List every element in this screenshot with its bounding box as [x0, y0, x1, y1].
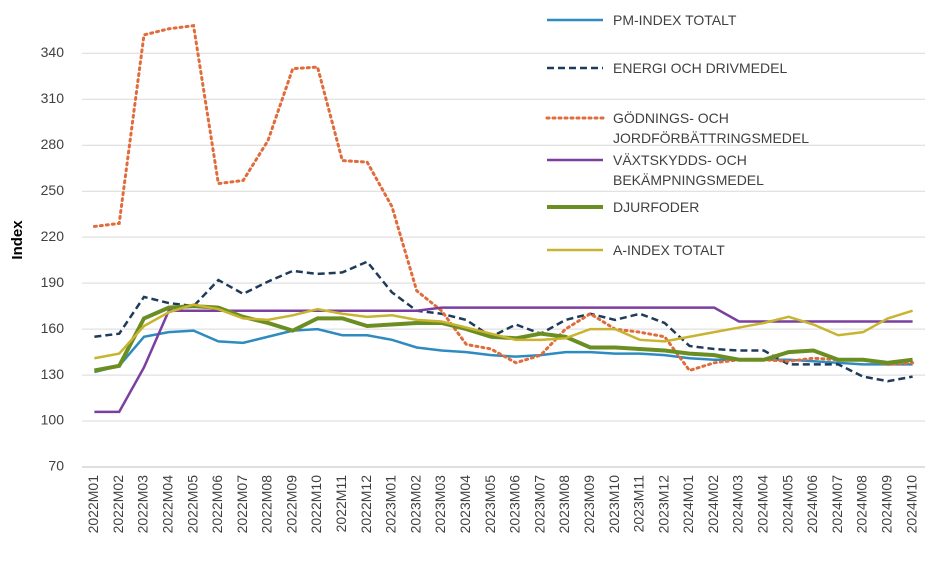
x-tick-label: 2023M06: [507, 475, 523, 534]
y-tick-label: 160: [41, 320, 65, 336]
x-tick-label: 2023M04: [457, 475, 473, 534]
x-tick-label: 2023M01: [383, 475, 399, 534]
x-tick-label: 2024M05: [779, 475, 795, 534]
legend-swatch: [547, 18, 603, 22]
x-tick-label: 2024M02: [705, 475, 721, 534]
legend-entry: A-INDEX TOTALT: [545, 240, 853, 260]
x-tick-label: 2023M12: [655, 475, 671, 534]
x-tick-label: 2022M06: [209, 475, 225, 534]
x-tick-label: 2022M07: [234, 475, 250, 534]
x-tick-label: 2022M05: [184, 475, 200, 534]
x-tick-label: 2022M02: [110, 475, 126, 534]
x-tick-label: 2024M10: [903, 475, 919, 534]
legend-entry: DJURFODER: [545, 197, 853, 217]
legend-label: A-INDEX TOTALT: [613, 242, 725, 258]
legend-label: ENERGI OCH DRIVMEDEL: [613, 60, 788, 76]
y-tick-label: 340: [41, 44, 65, 60]
x-tick-label: 2023M09: [581, 475, 597, 534]
legend-label: PM-INDEX TOTALT: [613, 12, 737, 28]
x-tick-label: 2023M05: [482, 475, 498, 534]
x-tick-label: 2024M01: [680, 475, 696, 534]
x-tick-label: 2022M01: [85, 475, 101, 534]
x-tick-label: 2024M06: [804, 475, 820, 534]
x-tick-label: 2024M09: [879, 475, 895, 534]
x-tick-label: 2022M08: [259, 475, 275, 534]
y-tick-label: 100: [41, 412, 65, 428]
x-tick-label: 2023M07: [531, 475, 547, 534]
x-tick-label: 2024M08: [854, 475, 870, 534]
x-tick-label: 2023M10: [606, 475, 622, 534]
legend-entry: ENERGI OCH DRIVMEDEL: [545, 58, 853, 78]
y-tick-label: 70: [48, 458, 64, 474]
x-tick-label: 2022M09: [283, 475, 299, 534]
x-tick-label: 2023M11: [631, 475, 647, 533]
legend-swatch: [547, 158, 603, 162]
x-tick-label: 2023M08: [556, 475, 572, 534]
legend-entry: VÄXTSKYDDS- OCH BEKÄMPNINGSMEDEL: [545, 150, 853, 190]
legend-swatch: [547, 205, 603, 209]
legend-entry: PM-INDEX TOTALT: [545, 10, 853, 30]
x-tick-label: 2022M11: [333, 475, 349, 533]
x-tick-label: 2023M03: [432, 475, 448, 534]
x-tick-label: 2024M03: [730, 475, 746, 534]
series-line: [92, 24, 915, 373]
x-tick-label: 2022M03: [135, 475, 151, 534]
x-tick-label: 2022M10: [308, 475, 324, 534]
y-tick-label: 190: [41, 274, 65, 290]
series-line: [94, 303, 913, 360]
x-tick-label: 2023M02: [407, 475, 423, 534]
legend-swatch: [547, 248, 603, 252]
y-tick-label: 310: [41, 90, 65, 106]
x-tick-label: 2024M04: [755, 475, 771, 534]
x-tick-label: 2024M07: [829, 475, 845, 534]
legend-label: GÖDNINGS- OCH JORDFÖRBÄTTRINGSMEDEL: [613, 110, 810, 146]
x-tick-label: 2022M04: [159, 475, 175, 534]
legend-swatch: [547, 66, 603, 70]
legend-label: VÄXTSKYDDS- OCH BEKÄMPNINGSMEDEL: [613, 152, 764, 188]
y-tick-label: 250: [41, 182, 65, 198]
x-tick-label: 2022M12: [358, 475, 374, 534]
y-axis-label: Index: [9, 220, 26, 260]
y-tick-label: 220: [41, 228, 65, 244]
y-tick-label: 280: [41, 136, 65, 152]
legend-entry: GÖDNINGS- OCH JORDFÖRBÄTTRINGSMEDEL: [545, 108, 853, 148]
legend-label: DJURFODER: [613, 199, 700, 215]
legend-swatch: [545, 116, 605, 120]
y-tick-label: 130: [41, 366, 65, 382]
